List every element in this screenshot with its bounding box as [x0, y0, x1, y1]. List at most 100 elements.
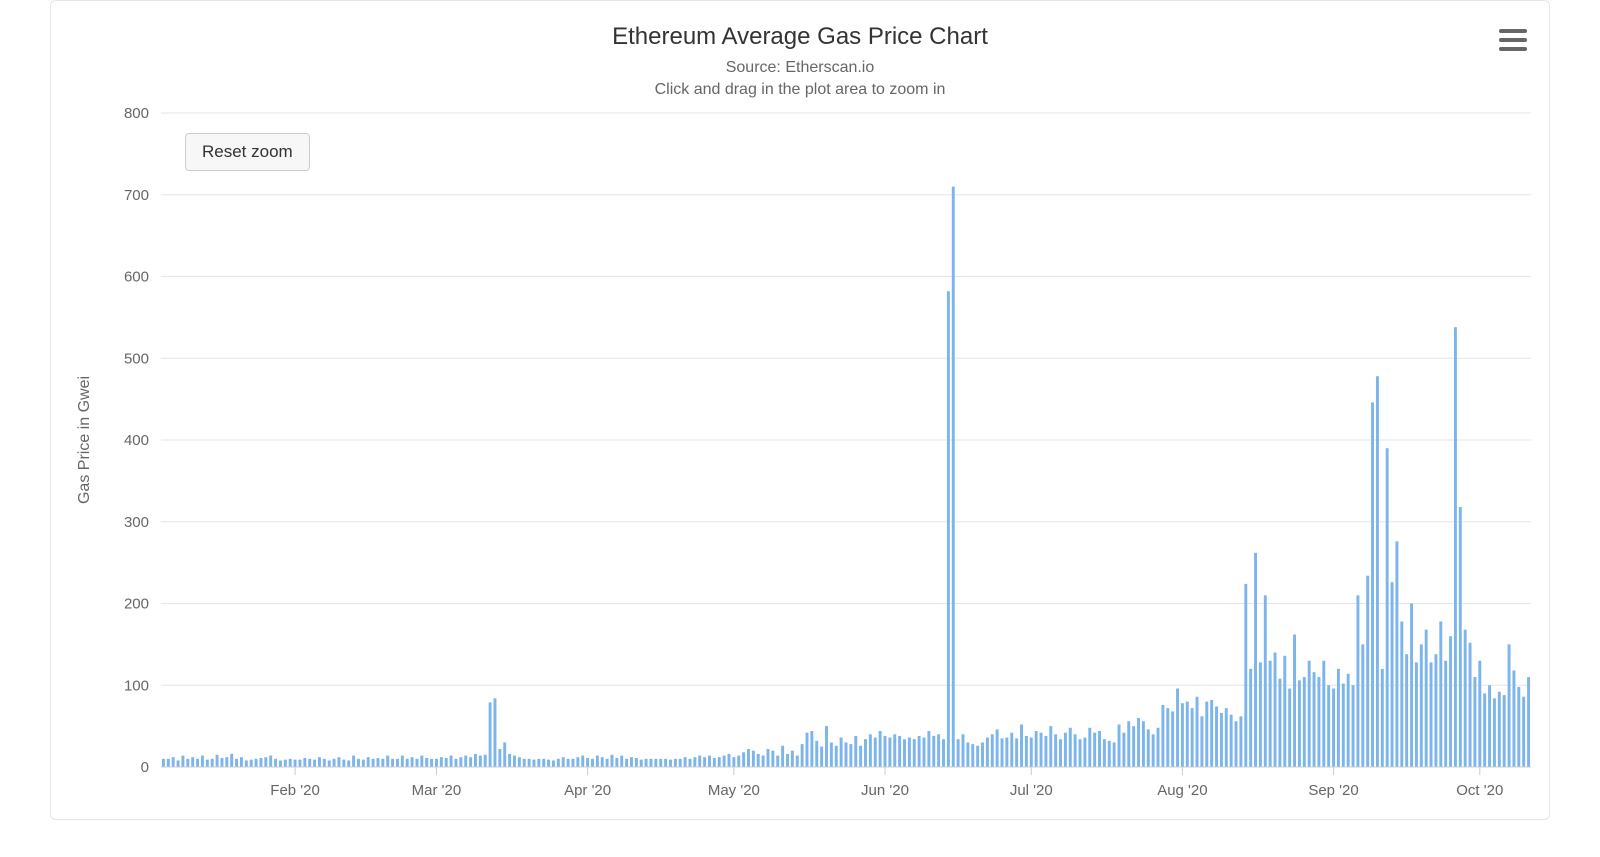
bar[interactable]: [323, 759, 326, 767]
bar[interactable]: [1283, 656, 1286, 767]
bar[interactable]: [547, 760, 550, 767]
bar[interactable]: [1420, 644, 1423, 767]
bar[interactable]: [1264, 595, 1267, 767]
bar[interactable]: [357, 759, 360, 767]
bar[interactable]: [342, 760, 345, 767]
bar[interactable]: [537, 759, 540, 767]
bar[interactable]: [1473, 677, 1476, 767]
bar[interactable]: [318, 757, 321, 767]
bar[interactable]: [771, 751, 774, 767]
bar[interactable]: [459, 757, 462, 767]
bar[interactable]: [1230, 715, 1233, 767]
bar[interactable]: [172, 757, 175, 767]
bar[interactable]: [1352, 685, 1355, 767]
bar[interactable]: [611, 755, 614, 767]
bar[interactable]: [1249, 669, 1252, 767]
bar[interactable]: [679, 759, 682, 767]
bar[interactable]: [669, 760, 672, 767]
bar[interactable]: [976, 746, 979, 767]
bar[interactable]: [1498, 692, 1501, 767]
bar[interactable]: [303, 758, 306, 767]
bar[interactable]: [1376, 376, 1379, 767]
bar[interactable]: [708, 756, 711, 767]
bar[interactable]: [1293, 635, 1296, 767]
bar[interactable]: [1303, 677, 1306, 767]
bar[interactable]: [1371, 402, 1374, 767]
bar[interactable]: [1381, 669, 1384, 767]
bar[interactable]: [1288, 689, 1291, 767]
bar[interactable]: [1439, 621, 1442, 767]
bar[interactable]: [767, 749, 770, 767]
bar[interactable]: [206, 760, 209, 767]
bar[interactable]: [625, 759, 628, 767]
bar[interactable]: [376, 758, 379, 767]
bar[interactable]: [284, 760, 287, 767]
bar[interactable]: [435, 759, 438, 767]
bar[interactable]: [1191, 708, 1194, 767]
bar[interactable]: [250, 760, 253, 767]
bar[interactable]: [596, 756, 599, 767]
bar[interactable]: [1137, 718, 1140, 767]
bar[interactable]: [1269, 661, 1272, 767]
bar[interactable]: [742, 752, 745, 767]
bar[interactable]: [1235, 721, 1238, 767]
bar[interactable]: [903, 739, 906, 767]
bar[interactable]: [698, 756, 701, 767]
bar[interactable]: [381, 759, 384, 767]
bar[interactable]: [1001, 738, 1004, 767]
bar[interactable]: [1508, 644, 1511, 767]
bar[interactable]: [372, 759, 375, 767]
bar[interactable]: [1005, 738, 1008, 767]
bar[interactable]: [849, 744, 852, 767]
bar[interactable]: [523, 759, 526, 767]
bar[interactable]: [601, 757, 604, 767]
bar[interactable]: [1386, 448, 1389, 767]
bar[interactable]: [289, 759, 292, 767]
bar[interactable]: [1274, 653, 1277, 767]
bar[interactable]: [620, 756, 623, 767]
bar[interactable]: [391, 759, 394, 767]
bar[interactable]: [932, 736, 935, 767]
bar[interactable]: [1356, 595, 1359, 767]
bar[interactable]: [650, 759, 653, 767]
bar[interactable]: [918, 736, 921, 767]
bar[interactable]: [572, 759, 575, 767]
bar[interactable]: [255, 759, 258, 767]
bar[interactable]: [576, 757, 579, 767]
bar[interactable]: [1522, 697, 1525, 767]
bar[interactable]: [1196, 697, 1199, 767]
bar[interactable]: [1327, 685, 1330, 767]
bar[interactable]: [1430, 662, 1433, 767]
bar[interactable]: [854, 736, 857, 767]
bar[interactable]: [693, 757, 696, 767]
bar[interactable]: [216, 755, 219, 767]
bar[interactable]: [991, 734, 994, 767]
bar[interactable]: [820, 747, 823, 767]
bar[interactable]: [308, 759, 311, 767]
bar[interactable]: [181, 756, 184, 767]
hamburger-menu-icon[interactable]: [1499, 29, 1527, 51]
bar[interactable]: [1464, 630, 1467, 767]
bar[interactable]: [1093, 733, 1096, 767]
bar[interactable]: [615, 758, 618, 767]
bar[interactable]: [1405, 654, 1408, 767]
bar[interactable]: [367, 757, 370, 767]
bar[interactable]: [1054, 734, 1057, 767]
bar[interactable]: [313, 760, 316, 767]
bar[interactable]: [1127, 721, 1130, 767]
bar[interactable]: [879, 731, 882, 767]
bar[interactable]: [1517, 687, 1520, 767]
bar[interactable]: [952, 187, 955, 767]
bar[interactable]: [1152, 734, 1155, 767]
bar[interactable]: [1259, 662, 1262, 767]
bar[interactable]: [220, 758, 223, 767]
bar[interactable]: [1069, 728, 1072, 767]
bar[interactable]: [937, 734, 940, 767]
bar[interactable]: [1142, 721, 1145, 767]
bar[interactable]: [1166, 708, 1169, 767]
bar[interactable]: [425, 758, 428, 767]
bar[interactable]: [1108, 741, 1111, 767]
bar[interactable]: [728, 754, 731, 767]
bar[interactable]: [1459, 507, 1462, 767]
bar[interactable]: [479, 756, 482, 767]
